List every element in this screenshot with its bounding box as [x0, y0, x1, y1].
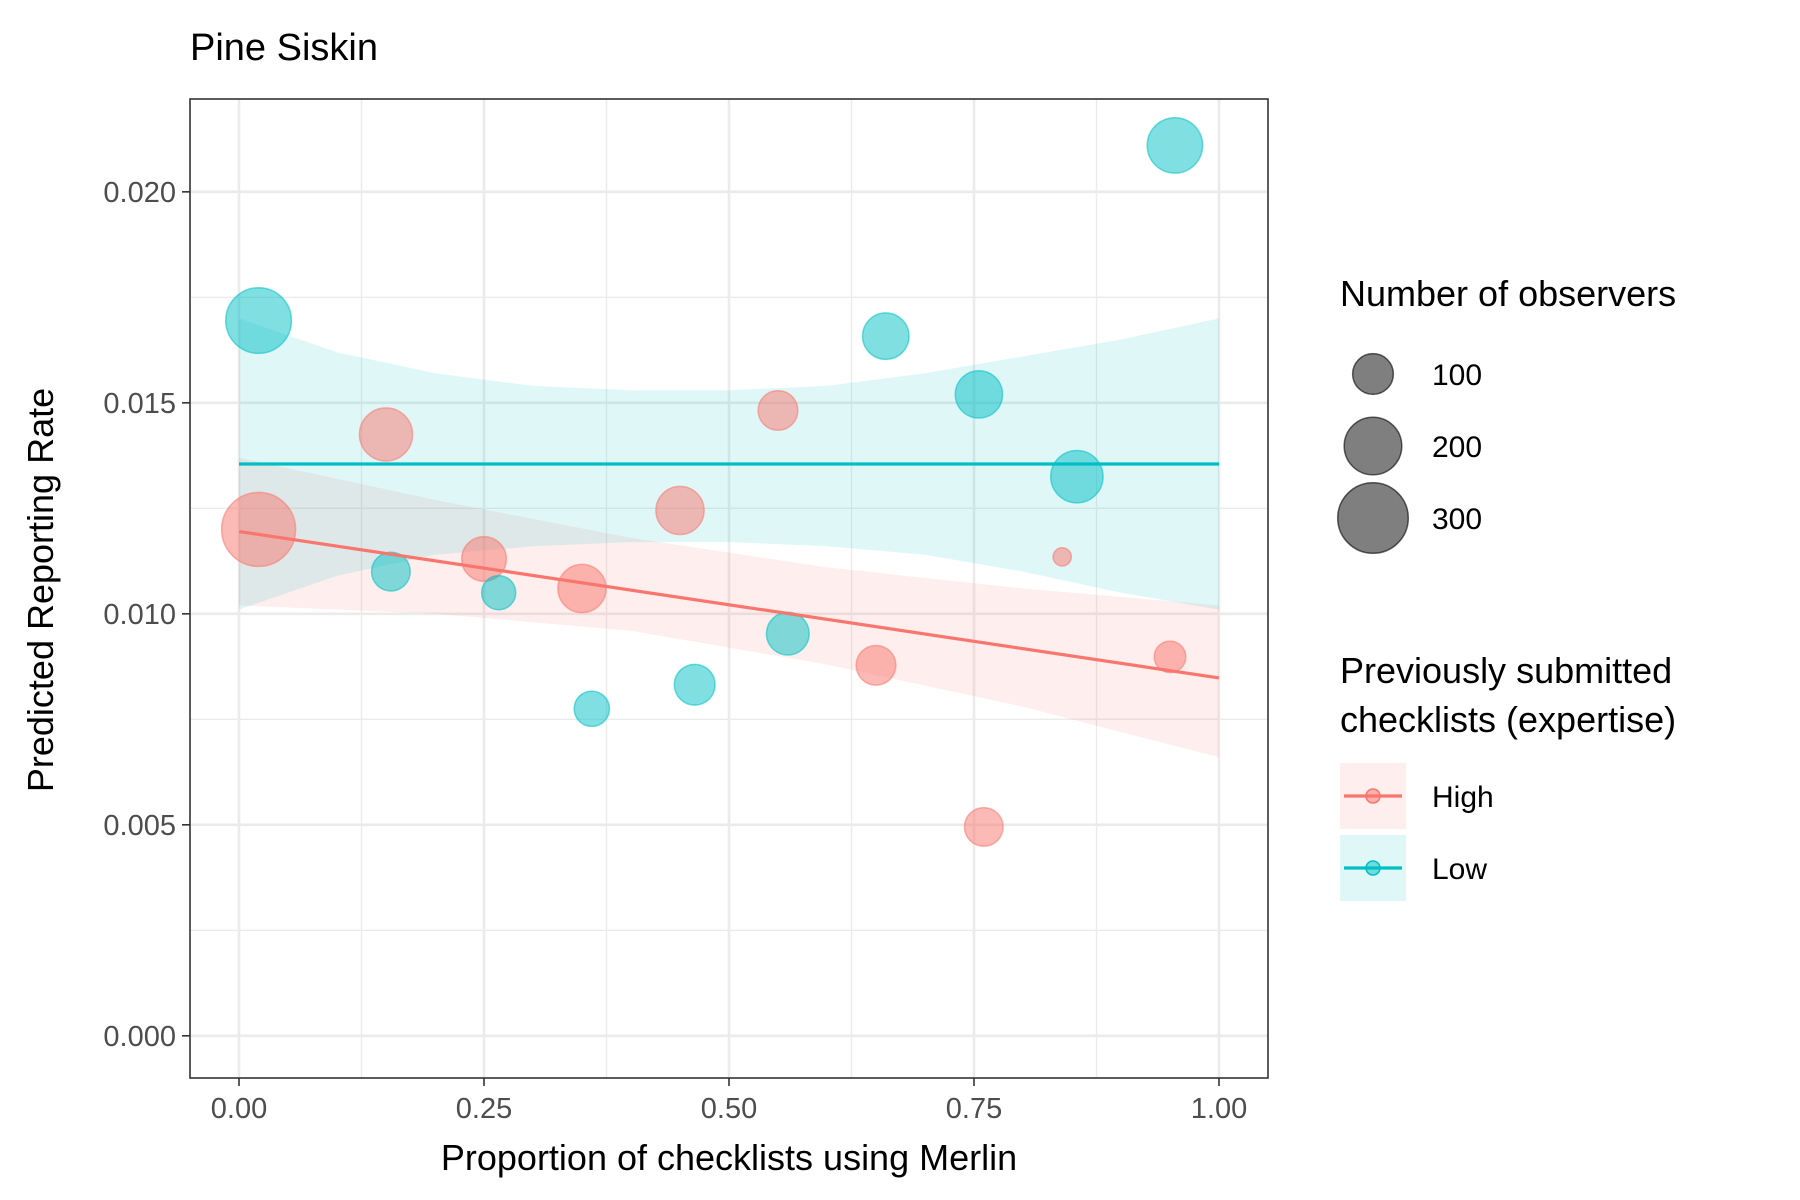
size-legend-label: 100: [1432, 359, 1482, 392]
data-point-high: [963, 806, 1004, 847]
y-axis-label: Predicted Reporting Rate: [20, 388, 61, 792]
data-point-high: [1153, 640, 1187, 674]
size-legend-key: [1343, 416, 1403, 476]
size-legend-label: 200: [1432, 431, 1482, 464]
fit-line-high: [238, 529, 1220, 680]
confidence-ribbon-high: [239, 457, 1219, 758]
data-point-low: [225, 286, 293, 355]
data-point-high: [855, 644, 897, 686]
data-point-low: [1146, 116, 1204, 174]
color-legend-key-point: [1365, 788, 1381, 804]
color-legend-label: Low: [1432, 853, 1487, 886]
data-point-high: [557, 563, 607, 614]
x-tick-label: 0.75: [946, 1093, 1002, 1125]
x-tick-label: 0.50: [701, 1093, 757, 1125]
data-point-high: [460, 535, 508, 583]
data-point-low: [370, 551, 411, 592]
chart-title: Pine Siskin: [190, 27, 378, 69]
y-tick-label: 0.015: [103, 388, 176, 420]
data-point-low: [480, 574, 517, 611]
size-legend-title: Number of observers: [1340, 273, 1676, 314]
data-point-low: [765, 611, 810, 656]
data-point-low: [1049, 449, 1104, 504]
size-legend: Number of observers 100 200 300: [1336, 273, 1676, 555]
data-point-low: [573, 690, 611, 728]
data-point-high: [655, 485, 705, 536]
y-tick-label: 0.010: [103, 599, 176, 631]
y-tick-label: 0.005: [103, 810, 176, 842]
size-legend-label: 300: [1432, 503, 1482, 536]
data-point-low: [673, 663, 716, 706]
size-legend-key: [1336, 481, 1410, 555]
color-legend: Previously submitted checklists (experti…: [1340, 650, 1676, 901]
color-legend-title-line-2: checklists (expertise): [1340, 699, 1676, 740]
plot-area: 0.000 0.005 0.010 0.015 0.020 0.00 0.25 0.50 0.7…: [103, 98, 1269, 1125]
data-point-low: [861, 312, 910, 361]
size-legend-key: [1351, 352, 1395, 396]
x-tick-label: 1.00: [1191, 1093, 1247, 1125]
data-point-high: [358, 407, 414, 462]
x-tick-label: 0.00: [211, 1093, 267, 1125]
data-point-low: [954, 369, 1004, 419]
data-point-high: [220, 491, 297, 568]
x-axis-label: Proportion of checklists using Merlin: [441, 1137, 1017, 1178]
data-point-high: [757, 389, 799, 432]
color-legend-key-point: [1365, 860, 1381, 876]
color-legend-title-line-1: Previously submitted: [1340, 650, 1672, 691]
data-point-high: [1052, 546, 1073, 567]
x-tick-label: 0.25: [456, 1093, 512, 1125]
y-tick-label: 0.000: [103, 1021, 176, 1053]
color-legend-label: High: [1432, 781, 1494, 814]
y-tick-label: 0.020: [103, 177, 176, 209]
